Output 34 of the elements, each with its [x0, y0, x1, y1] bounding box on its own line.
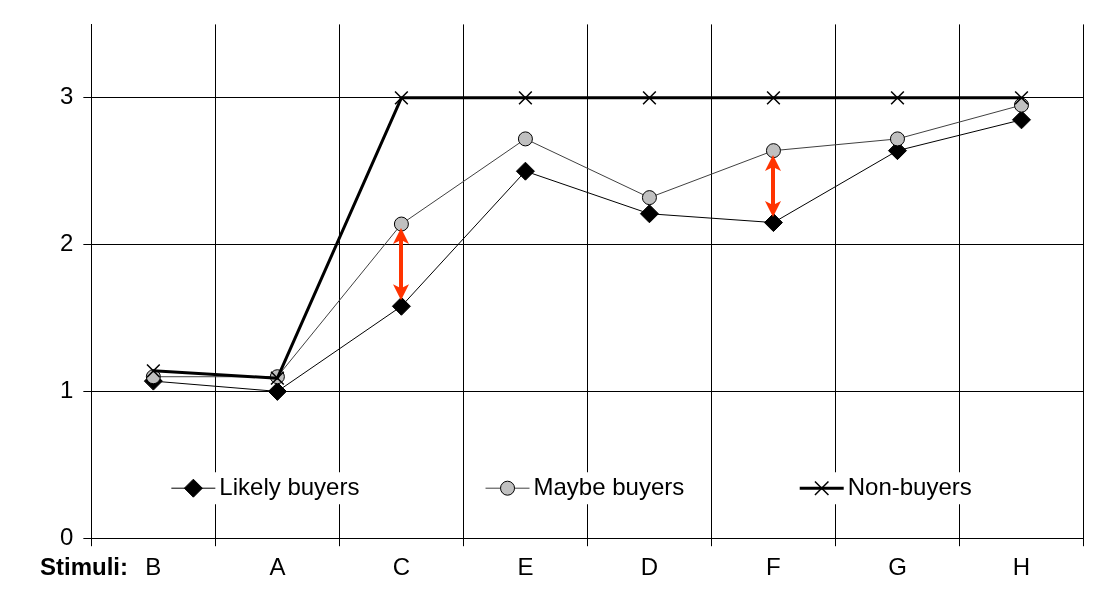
x-tick-label: F: [766, 553, 781, 581]
point: [890, 90, 905, 105]
x-axis-title: Stimuli:: [40, 552, 128, 580]
point: [763, 213, 783, 233]
point: [267, 381, 287, 401]
x-tick-label: C: [392, 553, 411, 581]
point: [1011, 110, 1031, 130]
point: [1014, 90, 1029, 105]
legend-label: Non-buyers: [847, 472, 972, 500]
y-tick-label: 0: [59, 522, 74, 550]
x-tick-label: B: [145, 553, 162, 581]
x-tick-label: H: [1012, 553, 1031, 581]
point: [641, 190, 657, 206]
x-tick-label: A: [269, 553, 286, 581]
y-tick-label: 3: [59, 82, 74, 110]
x-tick-label: D: [640, 553, 659, 581]
y-tick-label: 2: [59, 229, 74, 257]
legend-label: Maybe buyers: [533, 472, 685, 500]
x-tick-label: E: [517, 553, 534, 581]
y-tick-label: 1: [59, 376, 74, 404]
point: [518, 90, 533, 105]
point: [889, 131, 905, 147]
x-tick-label: G: [888, 553, 907, 581]
legend-label: Likely buyers: [219, 472, 360, 500]
point: [393, 216, 409, 232]
point: [394, 90, 409, 105]
point: [642, 90, 657, 105]
point: [515, 161, 535, 181]
point: [517, 131, 533, 147]
point: [765, 143, 781, 159]
point: [391, 296, 411, 316]
point: [639, 204, 659, 224]
point: [766, 90, 781, 105]
point: [146, 363, 161, 378]
